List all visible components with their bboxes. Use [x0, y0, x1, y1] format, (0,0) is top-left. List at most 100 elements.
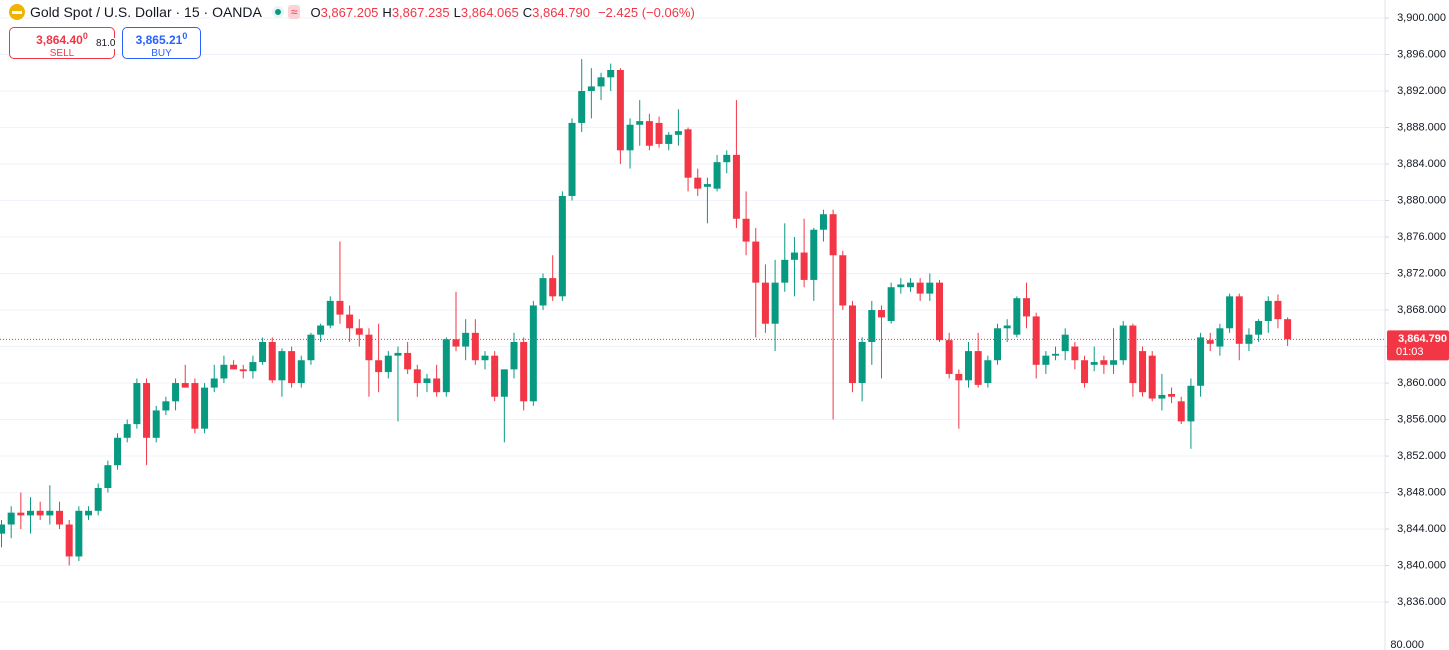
candle-body: [1206, 340, 1214, 344]
y-tick-label: 3,888.000: [1397, 121, 1446, 133]
candle-body: [974, 351, 982, 385]
candle-body: [1052, 353, 1060, 356]
candle-body: [1177, 401, 1185, 422]
countdown: 01:03: [1396, 346, 1424, 358]
candle-body: [123, 424, 131, 438]
candle-body: [935, 282, 943, 341]
candle-body: [1274, 300, 1282, 320]
candle-body: [152, 410, 160, 438]
candle-body: [0, 524, 5, 534]
candle-body: [307, 334, 315, 361]
candle-body: [587, 86, 595, 91]
candle-body: [433, 378, 441, 393]
candle-body: [36, 510, 44, 516]
candle-body: [1061, 334, 1069, 352]
candle-body: [1100, 360, 1108, 365]
ohlc-label: L: [453, 4, 461, 20]
symbol[interactable]: Gold Spot / U.S. Dollar · 15 · OANDA: [30, 4, 262, 20]
candle-body: [520, 341, 528, 402]
y-tick-label: 3,900.000: [1397, 12, 1446, 24]
ohlc-label: O: [310, 4, 321, 20]
candle-body: [326, 300, 334, 326]
candle-body: [1187, 385, 1195, 422]
candle-body: [616, 70, 624, 151]
ohlc-value: 3,867.235: [391, 4, 450, 20]
candle-body: [607, 70, 615, 78]
candle-body: [713, 162, 721, 189]
candle-body: [104, 465, 112, 489]
candle-body: [626, 124, 634, 151]
candle-body: [442, 339, 450, 393]
buy-button[interactable]: 3,865.210 BUY: [122, 27, 201, 59]
candle-body: [172, 383, 180, 402]
y-tick-label: 3,876.000: [1397, 231, 1446, 243]
axis-cut-label: 80.000: [1390, 639, 1424, 650]
candle-body: [568, 122, 576, 196]
candle-body: [665, 134, 673, 144]
candle-body: [491, 355, 499, 397]
candle-body: [877, 310, 885, 318]
symbol-icon: [9, 4, 25, 20]
data-status[interactable]: ≈: [287, 5, 301, 19]
candle-body: [897, 284, 905, 288]
candle-body: [1119, 325, 1127, 361]
candle-body: [916, 282, 924, 294]
candle-body: [761, 282, 769, 324]
candle-body: [868, 310, 876, 342]
candle-body: [394, 352, 402, 356]
candle-body: [945, 340, 953, 374]
ohlc-value: 3,867.205: [320, 4, 379, 20]
candle-body: [674, 131, 682, 135]
candle-body: [181, 383, 189, 388]
candle-body: [423, 378, 431, 384]
y-tick-label: 3,848.000: [1397, 486, 1446, 498]
y-tick-label: 3,884.000: [1397, 158, 1446, 170]
candle-body: [771, 282, 779, 324]
candle-body: [597, 77, 605, 87]
candle-body: [694, 177, 702, 189]
candle-body: [162, 401, 170, 411]
ohlc-label: C: [522, 4, 533, 20]
y-tick-label: 3,868.000: [1397, 304, 1446, 316]
candle-body: [56, 510, 64, 525]
last-price-label: 3,864.790: [1398, 333, 1447, 345]
candle-body: [1264, 300, 1272, 321]
spread: 81.0: [94, 38, 118, 49]
candle-body: [1168, 393, 1176, 397]
candle-body: [1284, 319, 1292, 340]
candle-body: [452, 339, 460, 347]
candle-body: [723, 154, 731, 163]
candle-body: [1255, 320, 1263, 335]
candle-body: [404, 352, 412, 370]
sell-label: SELL: [49, 48, 75, 59]
y-tick-label: 3,872.000: [1397, 267, 1446, 279]
last-price-box: [1387, 330, 1449, 361]
candle-body: [413, 369, 421, 384]
candle-body: [800, 252, 808, 280]
candle-body: [27, 510, 35, 516]
ohlc-value: 3,864.790: [532, 4, 590, 20]
candle-body: [742, 218, 750, 242]
candle-body: [510, 341, 518, 370]
candle-body: [471, 332, 479, 361]
y-tick-label: 3,836.000: [1397, 596, 1446, 608]
candle-body: [1032, 316, 1040, 365]
candle-body: [1081, 360, 1089, 384]
candle-body: [1023, 298, 1031, 317]
y-tick-label: 3,844.000: [1397, 523, 1446, 535]
candle-body: [539, 278, 547, 306]
candle-body: [1110, 360, 1118, 365]
candle-body: [655, 122, 663, 144]
candle-body: [578, 90, 586, 123]
candle-body: [85, 510, 93, 516]
candle-body: [114, 437, 122, 466]
candle-body: [201, 387, 209, 429]
candle-body: [684, 129, 692, 178]
candle-body: [346, 314, 354, 329]
candle-body: [1090, 362, 1098, 365]
candle-body: [1129, 325, 1137, 384]
candle-body: [1139, 351, 1147, 393]
candle-body: [829, 214, 837, 256]
candle-body: [481, 355, 489, 361]
candle-body: [210, 378, 218, 388]
